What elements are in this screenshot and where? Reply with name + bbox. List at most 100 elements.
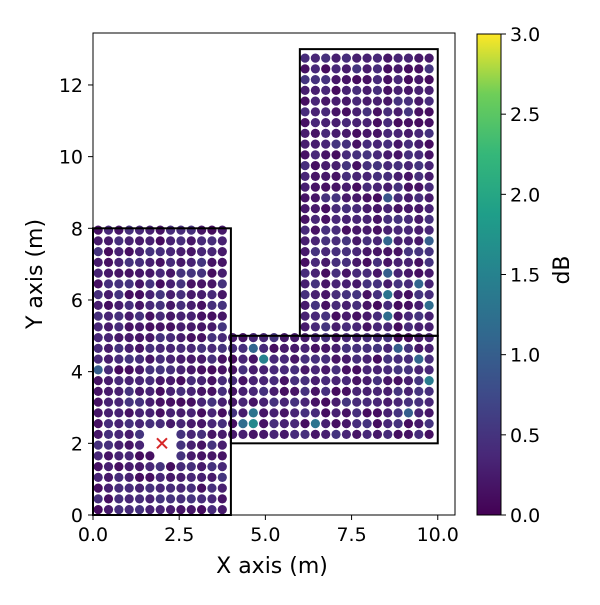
data-point (217, 440, 227, 450)
data-point (372, 182, 383, 192)
data-point (383, 96, 393, 106)
data-point (424, 128, 434, 138)
data-point (207, 333, 217, 343)
data-point (372, 343, 383, 353)
data-point (424, 96, 434, 106)
data-point (217, 268, 227, 278)
data-point (321, 311, 331, 321)
data-point (145, 268, 155, 278)
data-point (362, 85, 372, 95)
data-point (414, 279, 424, 289)
data-point (352, 397, 362, 407)
data-point (403, 64, 414, 74)
data-point (362, 311, 372, 321)
data-point (103, 408, 114, 418)
data-point (341, 107, 351, 117)
data-point (393, 354, 403, 364)
data-point (124, 247, 134, 257)
data-point (176, 386, 186, 396)
data-point (362, 268, 372, 278)
y-axis-ticks: 0 2 4 6 8 10 12 (59, 75, 93, 527)
data-point (165, 419, 176, 429)
data-point (403, 268, 414, 278)
data-point (403, 343, 414, 353)
data-point (331, 214, 341, 224)
data-point (352, 150, 362, 160)
data-point (352, 333, 362, 343)
data-point (134, 462, 145, 472)
data-point (362, 386, 372, 396)
data-point (331, 354, 341, 364)
data-point (93, 408, 103, 418)
data-point (310, 96, 320, 106)
data-point (300, 117, 310, 128)
data-point (310, 225, 320, 235)
data-point (114, 440, 124, 450)
data-point (372, 117, 383, 128)
data-point (186, 268, 196, 278)
data-point (414, 408, 424, 418)
data-point (424, 408, 434, 418)
data-point (197, 397, 207, 407)
data-point (424, 74, 434, 85)
data-point (331, 419, 341, 429)
data-point (352, 257, 362, 267)
data-point (197, 483, 207, 493)
data-point (352, 171, 362, 181)
x-tick-label: 5.0 (250, 524, 280, 546)
data-point (207, 257, 217, 267)
data-point (331, 53, 341, 63)
data-point (424, 117, 434, 128)
data-point (321, 160, 331, 171)
data-point (176, 472, 186, 482)
data-point (362, 397, 372, 407)
data-point (414, 290, 424, 300)
data-point (93, 429, 103, 439)
data-point (176, 247, 186, 257)
data-point (403, 150, 414, 160)
data-point (155, 397, 165, 407)
data-point (414, 365, 424, 375)
data-point (238, 429, 248, 439)
data-point (248, 397, 258, 407)
data-point (414, 333, 424, 343)
data-point (383, 117, 393, 128)
data-point (383, 386, 393, 396)
y-tick-label: 2 (71, 433, 83, 455)
data-point (217, 322, 227, 332)
data-point (414, 322, 424, 332)
data-point (186, 354, 196, 364)
data-point (186, 225, 196, 235)
data-point (352, 354, 362, 364)
data-point (176, 290, 186, 300)
data-point (207, 268, 217, 278)
data-point (393, 322, 403, 332)
data-point (403, 429, 414, 439)
data-point (207, 343, 217, 353)
data-point (93, 397, 103, 407)
data-point (290, 386, 300, 396)
data-point (165, 472, 176, 482)
data-point (341, 225, 351, 235)
data-point (300, 257, 310, 267)
data-point (197, 462, 207, 472)
data-point (341, 53, 351, 63)
data-point (145, 279, 155, 289)
data-point (403, 85, 414, 95)
data-point (155, 505, 165, 515)
data-point (176, 462, 186, 472)
data-point (321, 376, 331, 386)
data-point (165, 386, 176, 396)
data-point (352, 408, 362, 418)
data-point (300, 408, 310, 418)
data-point (217, 333, 227, 343)
data-point (238, 397, 248, 407)
data-point (321, 204, 331, 214)
data-point (403, 397, 414, 407)
data-point (145, 505, 155, 515)
data-point (103, 397, 114, 407)
data-point (321, 247, 331, 257)
data-point (362, 247, 372, 257)
data-point (114, 397, 124, 407)
